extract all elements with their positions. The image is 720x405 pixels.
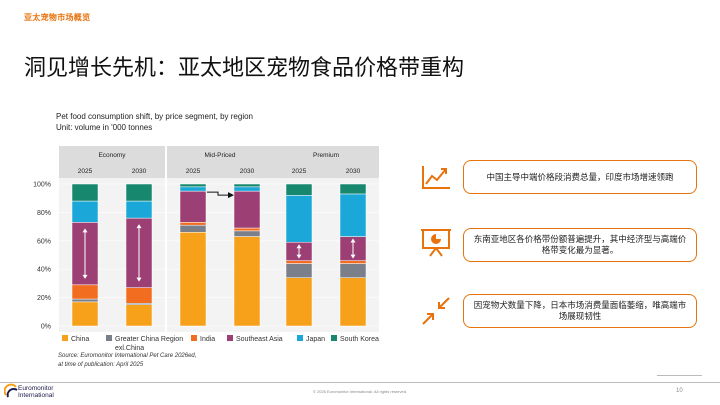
bar-segment [285,277,313,327]
logo-line2: International [18,392,54,399]
source-line1: Source: Euromonitor International Pet Ca… [58,353,197,359]
legend-label: Greater China Region exl.China [115,336,183,352]
bar-segment [125,304,153,327]
bar-segment [125,200,153,219]
section-tag: 亚太宠物市场概览 [24,13,91,22]
logo-text: Euromonitor International [18,385,54,399]
insight-text-1: 中国主导中端价格段消费总量，印度市场增速领跑 [486,171,674,182]
group-label: Premium [313,152,339,159]
bar-segment [285,263,313,278]
bar-segment [285,260,313,264]
footer-divider [0,382,720,383]
year-label: 2030 [132,168,147,175]
bar-segment [339,263,367,278]
insight-box-3: 因宠物犬数量下降，日本市场消费量面临萎缩，唯高端市场展现韧性 [463,294,697,328]
bar-segment [233,186,261,192]
legend-label: India [200,336,215,343]
y-tick-label: 80% [37,210,51,217]
bar-segment [179,190,207,223]
chart-subtitle-line2: Unit: volume in '000 tonnes [56,123,153,132]
chart-subtitle: Pet food consumption shift, by price seg… [56,111,253,133]
source-note: Source: Euromonitor International Pet Ca… [58,352,196,370]
trend-connector-arrowhead [228,192,234,199]
bar-segment [339,260,367,264]
group-header-band [59,146,165,178]
year-label: 2030 [346,168,361,175]
y-tick-label: 20% [37,295,51,302]
year-label: 2025 [186,168,201,175]
legend-label: South Korea [340,336,379,343]
rising-chart-icon [422,166,450,189]
legend-swatch [62,335,68,341]
year-label: 2025 [78,168,93,175]
change-arrowhead-down [350,254,356,259]
year-label: 2025 [292,168,307,175]
insight-box-2: 东南亚地区各价格带份额普遍提升，其中经济型与高端价格带变化最为显著。 [463,228,697,262]
change-arrowhead-up [136,224,142,229]
bar-segment [71,183,99,202]
bar-segment [71,284,99,300]
logo-line1: Euromonitor [18,385,54,392]
presentation-board-icon [421,229,451,257]
group-header-band [273,146,379,178]
bar-segment [71,200,99,223]
bar-segment [339,193,367,237]
euromonitor-logo-icon [4,383,18,398]
trend-connector [207,191,231,196]
bar-segment [179,186,207,192]
change-arrowhead-down [82,274,88,279]
bar-segment [233,227,261,232]
bar-segment [179,222,207,226]
bar-segment [125,287,153,304]
change-arrowhead-down [296,254,302,259]
change-arrowhead-up [82,228,88,233]
legend-label: Japan [306,336,325,343]
bar-segment [285,195,313,243]
bar-segment [339,277,367,327]
y-tick-label: 60% [37,238,51,245]
y-tick-label: 0% [41,324,51,331]
legend-swatch [297,335,303,341]
year-label: 2030 [240,168,255,175]
page-title: 洞见增长先机：亚太地区宠物食品价格带重构 [24,55,465,80]
change-arrowhead-up [296,244,302,249]
group-header-band [167,146,273,178]
bar-segment [233,190,261,229]
bar-segment [71,298,99,303]
insight-box-1: 中国主导中端价格段消费总量，印度市场增速领跑 [463,160,697,194]
group-label: Mid-Priced [204,152,235,159]
compress-arrows-icon [422,297,450,325]
change-arrowhead-up [350,238,356,243]
bar-segment [179,232,207,327]
legend-swatch [331,335,337,341]
footer-accent-line [657,375,702,376]
bar-segment [125,183,153,202]
bar-segment [71,301,99,327]
legend-label: Southeast Asia [236,336,283,343]
bar-segment [233,236,261,327]
source-line2: at time of publication: April 2025 [58,362,144,368]
y-tick-label: 40% [37,267,51,274]
bar-segment [339,183,367,195]
group-label: Economy [98,152,126,159]
page-number: 10 [676,388,683,394]
legend-label: China [71,336,89,343]
insight-text-3: 因宠物犬数量下降，日本市场消费量面临萎缩，唯高端市场展现韧性 [473,300,687,321]
insight-text-2: 东南亚地区各价格带份额普遍提升，其中经济型与高端价格带变化最为显著。 [473,234,687,255]
legend-swatch [227,335,233,341]
change-arrowhead-down [136,277,142,282]
y-tick-label: 100% [33,182,51,189]
chart-subtitle-line1: Pet food consumption shift, by price seg… [56,112,253,121]
legend-swatch [106,335,112,341]
bar-segment [179,224,207,233]
bar-segment [233,230,261,237]
bar-segment [285,183,313,196]
bar-segment [233,183,261,188]
bar-segment [179,183,207,188]
copyright-text: © 2026 Euromonitor International. All ri… [312,389,408,394]
legend-swatch [191,335,197,341]
